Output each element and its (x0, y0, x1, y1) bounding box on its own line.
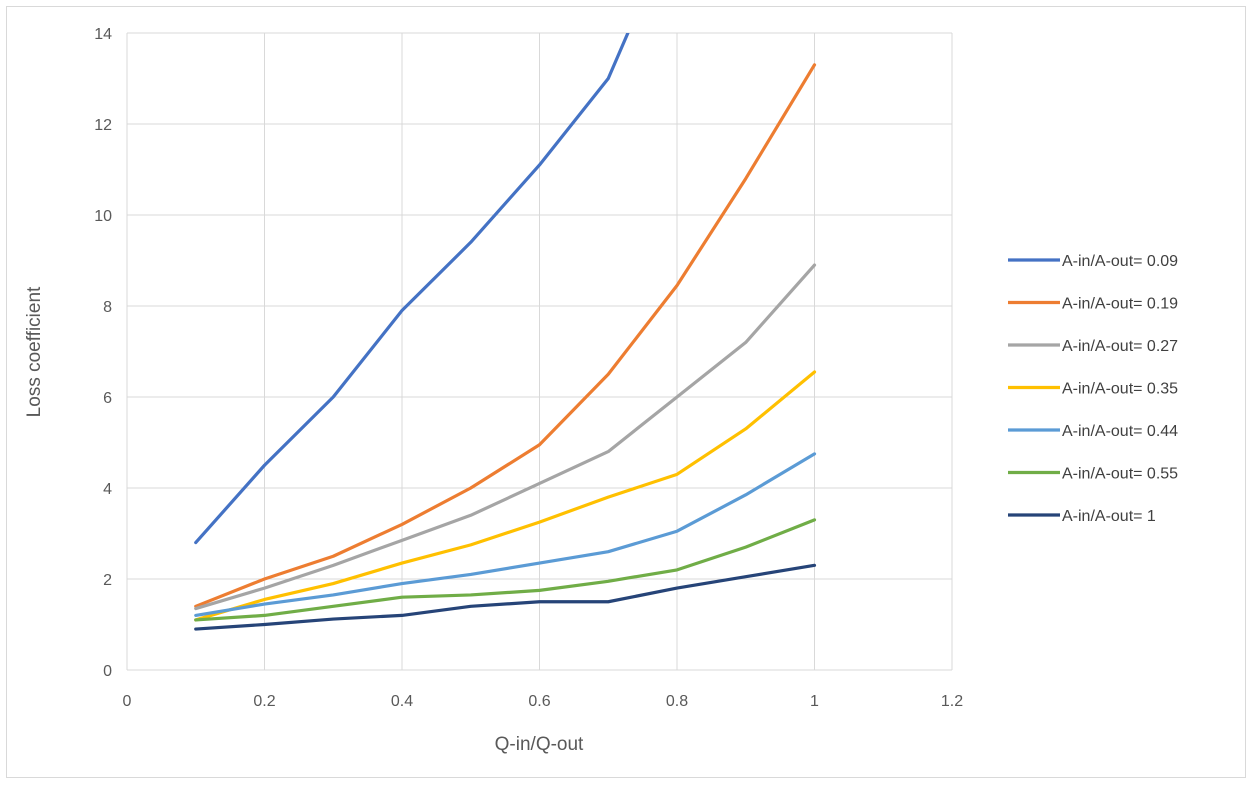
y-tick-label: 14 (94, 26, 112, 43)
y-tick-label: 4 (103, 481, 112, 498)
series-line-5 (194, 452, 817, 618)
legend-label: A-in/A-out= 0.44 (1062, 423, 1178, 440)
chart-frame (6, 6, 1246, 778)
y-axis-title: Loss coefficient (24, 286, 45, 417)
series-lines (194, 33, 817, 631)
y-tick-label: 10 (94, 208, 112, 225)
y-tick-label: 12 (94, 117, 112, 134)
legend-label: A-in/A-out= 0.09 (1062, 253, 1178, 270)
series-line-1 (194, 33, 630, 545)
gridlines (126, 32, 953, 671)
y-tick-label: 8 (103, 299, 112, 316)
legend: A-in/A-out= 0.09 A-in/A-out= 0.19 A-in/A-o… (1008, 253, 1178, 525)
x-tick-label: 0.8 (666, 693, 688, 710)
legend-label: A-in/A-out= 0.55 (1062, 466, 1178, 483)
y-tick-label: 0 (103, 663, 112, 680)
x-tick-label: 1 (810, 693, 819, 710)
series-line-6 (194, 518, 817, 622)
legend-label: A-in/A-out= 0.35 (1062, 381, 1178, 398)
series-line-4 (194, 370, 817, 622)
x-tick-label: 0.2 (253, 693, 275, 710)
series-line-2 (194, 63, 817, 608)
y-tick-label: 2 (103, 572, 112, 589)
x-tick-label: 0.6 (528, 693, 550, 710)
series-line-3 (194, 263, 817, 611)
x-axis-title: Q-in/Q-out (495, 734, 584, 755)
y-tick-label: 6 (103, 390, 112, 407)
legend-label: A-in/A-out= 0.19 (1062, 296, 1178, 313)
x-tick-label: 0.4 (391, 693, 413, 710)
x-tick-label: 0 (123, 693, 132, 710)
y-tick-labels: 0 2 4 6 8 10 12 14 (94, 26, 112, 680)
series-line-7 (194, 563, 817, 631)
legend-label: A-in/A-out= 0.27 (1062, 338, 1178, 355)
x-tick-label: 1.2 (941, 693, 963, 710)
legend-label: A-in/A-out= 1 (1062, 508, 1156, 525)
x-tick-labels: 0 0.2 0.4 0.6 0.8 1 1.2 (123, 693, 964, 710)
